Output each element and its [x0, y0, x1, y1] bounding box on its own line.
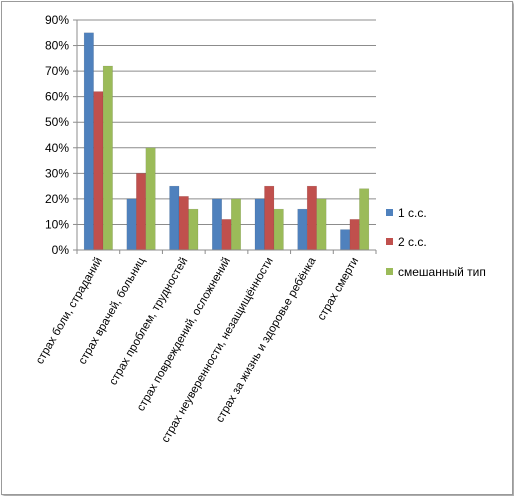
y-tick-label: 10%: [45, 217, 69, 231]
category-label: страх проблем, трудностей: [107, 255, 190, 387]
category-label: страх повреждений, осложнений: [135, 256, 233, 414]
bar-3-1: [102, 65, 113, 251]
axes: [76, 20, 377, 254]
bar-3-5: [273, 208, 284, 251]
y-tick-label: 60%: [45, 90, 69, 104]
y-tick-label: 90%: [45, 13, 69, 27]
bar-2-4: [221, 219, 232, 251]
y-axis-ticks: 0% 10% 20% 30% 40% 50% 60% 70% 80% 90%: [45, 13, 77, 257]
y-tick-label: 20%: [45, 192, 69, 206]
bar-2-7: [349, 219, 360, 251]
bar-2-5: [264, 185, 275, 251]
bar-1-1: [83, 32, 94, 251]
bar-2-2: [136, 173, 147, 251]
y-tick-label: 0%: [52, 243, 70, 257]
y-tick-label: 80%: [45, 39, 69, 53]
category-label: страх смерти: [316, 256, 362, 323]
bar-3-4: [231, 198, 241, 251]
bars: [83, 32, 370, 251]
bar-3-7: [359, 188, 370, 251]
bar-2-1: [93, 91, 104, 251]
legend-swatch: [386, 209, 393, 216]
y-tick-label: 50%: [45, 115, 69, 129]
bar-1-2: [126, 198, 137, 251]
bar-1-6: [297, 208, 308, 251]
y-tick-label: 40%: [45, 141, 69, 155]
y-tick-label: 30%: [45, 166, 69, 180]
legend-swatch: [386, 268, 393, 275]
legend-label: 2 с.с.: [398, 235, 427, 249]
bar-2-6: [306, 185, 317, 251]
bar-1-3: [169, 185, 180, 251]
bar-1-7: [340, 229, 351, 251]
y-tick-label: 70%: [45, 64, 69, 78]
bar-2-3: [178, 196, 189, 251]
gridlines: [77, 19, 376, 225]
legend-label: смешанный тип: [398, 265, 486, 279]
bar-3-3: [188, 208, 199, 251]
legend-label: 1 с.с.: [398, 206, 427, 220]
bar-1-5: [254, 198, 265, 251]
bar-1-4: [212, 198, 222, 251]
legend-swatch: [386, 238, 393, 245]
bar-3-2: [145, 147, 156, 251]
bar-3-6: [316, 198, 327, 251]
legend: 1 с.с. 2 с.с. смешанный тип: [386, 206, 486, 279]
